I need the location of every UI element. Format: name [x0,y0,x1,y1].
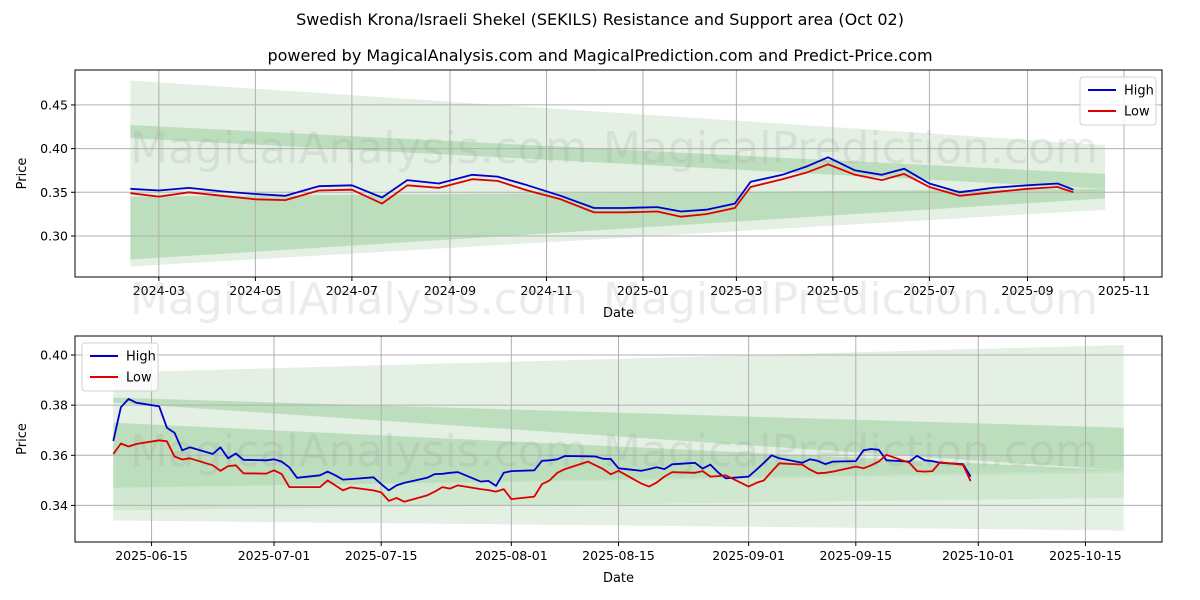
y-tick-label: 0.35 [40,185,68,200]
x-tick-label: 2025-07-01 [238,548,311,563]
x-tick-label: 2025-07-15 [345,548,418,563]
x-tick-label: 2025-11 [1098,283,1150,298]
x-tick-label: 2025-03 [710,283,762,298]
y-tick-label: 0.40 [40,141,68,156]
y-tick-label: 0.36 [40,448,68,463]
x-ticks-top: 2024-03 2024-05 2024-07 2024-09 2024-11 2025-… [133,277,1150,298]
legend-label-high: High [126,350,156,365]
lines-top [130,156,1074,218]
top-chart: MagicalAnalysis.com MagicalPrediction.co… [15,69,1163,321]
x-ticks-bottom: 2025-06-15 2025-07-01 2025-07-15 2025-08-01… [115,542,1122,563]
x-tick-label: 2024-11 [520,283,572,298]
watermark-analysis-3: MagicalAnalysis.com [130,426,588,477]
x-tick-label: 2025-09-15 [819,548,892,563]
x-tick-label: 2025-09 [1001,283,1053,298]
watermark-prediction: MagicalPrediction.com [603,123,1098,174]
y-tick-label: 0.45 [40,97,68,112]
grid-top [75,70,1162,277]
legend-bottom: High Low [81,342,159,392]
x-tick-label: 2025-07 [903,283,955,298]
chart-title: Swedish Krona/Israeli Shekel (SEKILS) Re… [296,10,904,29]
x-tick-label: 2025-06-15 [115,548,188,563]
band-resistance [130,125,1106,189]
x-axis-label-bottom: Date [603,571,634,586]
y-axis-label-bottom: Price [15,423,30,455]
x-tick-label: 2024-07 [326,283,378,298]
series-low-line [130,163,1074,218]
x-tick-label: 2025-08-15 [582,548,655,563]
lines-bottom [112,397,972,503]
series-high-line [112,397,972,492]
x-tick-label: 2025-09-01 [712,548,785,563]
legend-label-low: Low [1124,105,1150,120]
band-support [130,188,1106,260]
x-tick-label: 2024-05 [229,283,281,298]
grid-bottom [75,336,1162,542]
y-tick-label: 0.38 [40,398,68,413]
bands-top [130,80,1106,267]
y-tick-label: 0.30 [40,228,68,243]
series-low-line [112,439,972,503]
x-tick-label: 2024-03 [133,283,185,298]
x-tick-label: 2025-10-01 [942,548,1015,563]
y-tick-label: 0.34 [40,498,68,513]
bottom-chart: MagicalAnalysis.com MagicalPrediction.co… [15,335,1163,586]
axes-frame-top [74,69,1163,278]
legend-label-high: High [1124,84,1154,99]
y-ticks-bottom: 0.34 0.36 0.38 0.40 [40,348,75,513]
x-tick-label: 2025-08-01 [475,548,548,563]
chart-subtitle: powered by MagicalAnalysis.com and Magic… [267,46,933,65]
watermark-prediction-2: MagicalPrediction.com [603,274,1098,325]
x-tick-label: 2025-01 [617,283,669,298]
y-ticks-top: 0.30 0.35 0.40 0.45 [40,97,75,243]
watermark-analysis-2: MagicalAnalysis.com [130,274,588,325]
y-axis-label-top: Price [15,158,30,190]
legend-top: High Low [1079,76,1157,126]
legend-label-low: Low [126,371,152,386]
y-tick-label: 0.40 [40,348,68,363]
x-axis-label-top: Date [603,306,634,321]
series-high-line [130,156,1074,213]
watermark-prediction-3: MagicalPrediction.com [603,426,1098,477]
x-tick-label: 2025-05 [807,283,859,298]
x-tick-label: 2024-09 [424,283,476,298]
watermark-analysis: MagicalAnalysis.com [130,123,588,174]
x-tick-label: 2025-10-15 [1049,548,1122,563]
